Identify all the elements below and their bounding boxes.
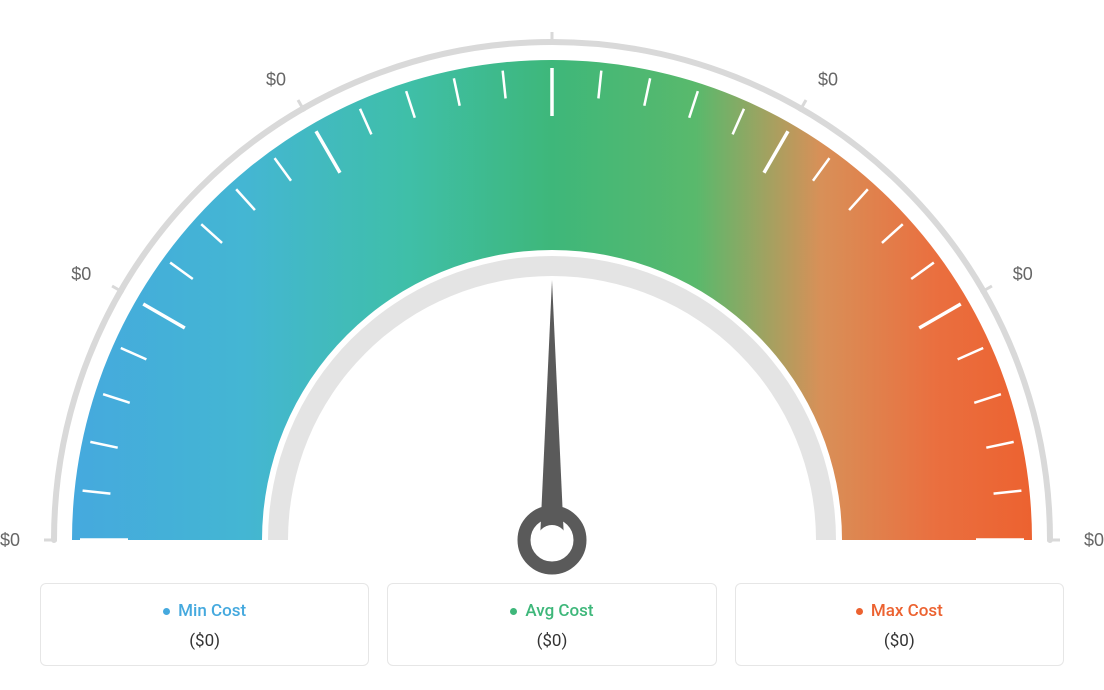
svg-text:$0: $0 xyxy=(71,264,91,284)
legend-label-min: Min Cost xyxy=(178,601,246,621)
svg-text:$0: $0 xyxy=(818,69,838,89)
cost-gauge-chart: $0$0$0$0$0$0$0 Min Cost ($0) Avg Cost ($… xyxy=(0,0,1104,690)
svg-text:$0: $0 xyxy=(1084,530,1104,550)
legend-dot-max xyxy=(856,608,863,615)
gauge-svg: $0$0$0$0$0$0$0 xyxy=(0,20,1104,580)
legend-card-avg: Avg Cost ($0) xyxy=(387,583,716,667)
legend-dot-min xyxy=(163,608,170,615)
gauge-area: $0$0$0$0$0$0$0 xyxy=(0,0,1104,560)
legend-label-avg: Avg Cost xyxy=(525,601,593,621)
legend-value-min: ($0) xyxy=(51,631,358,651)
svg-text:$0: $0 xyxy=(1013,264,1033,284)
legend-value-max: ($0) xyxy=(746,631,1053,651)
legend-card-min: Min Cost ($0) xyxy=(40,583,369,667)
legend-top-max: Max Cost xyxy=(856,601,943,621)
svg-text:$0: $0 xyxy=(266,69,286,89)
legend-row: Min Cost ($0) Avg Cost ($0) Max Cost ($0… xyxy=(40,583,1064,667)
legend-label-max: Max Cost xyxy=(871,601,943,621)
legend-top-avg: Avg Cost xyxy=(510,601,593,621)
legend-card-max: Max Cost ($0) xyxy=(735,583,1064,667)
legend-dot-avg xyxy=(510,608,517,615)
svg-text:$0: $0 xyxy=(0,530,20,550)
legend-top-min: Min Cost xyxy=(163,601,246,621)
legend-value-avg: ($0) xyxy=(398,631,705,651)
